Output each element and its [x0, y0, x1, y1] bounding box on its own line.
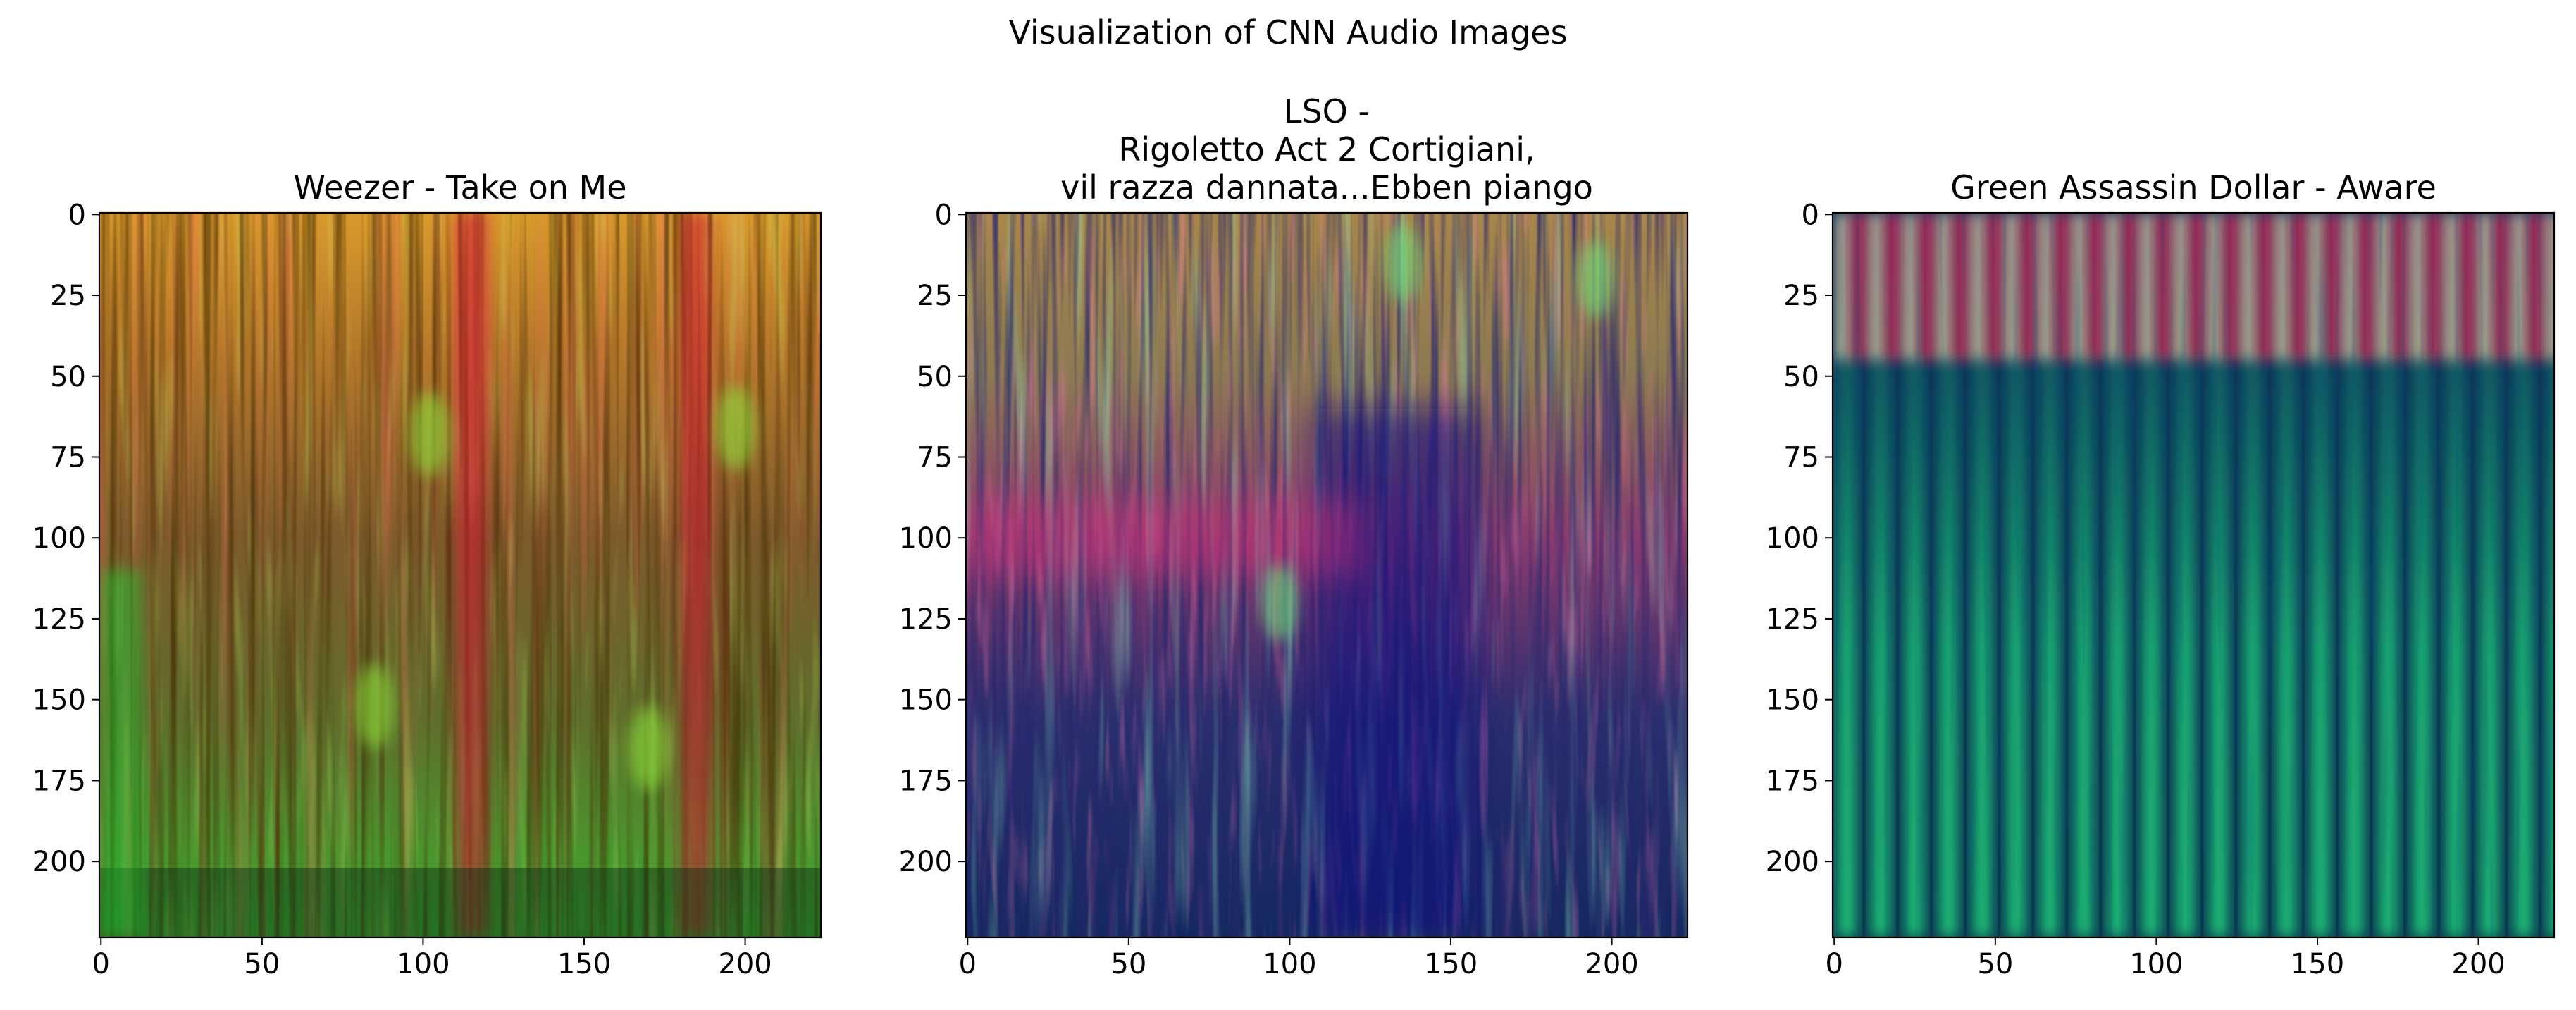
heatmap-image [99, 213, 821, 937]
subplot-title: Weezer - Take on Me [293, 168, 626, 207]
green-blob [1385, 224, 1420, 302]
x-tick-label: 200 [1585, 948, 1638, 980]
y-tick-label: 100 [1766, 522, 1819, 555]
figure-suptitle: Visualization of CNN Audio Images [1008, 13, 1567, 51]
x-tick-label: 100 [396, 948, 450, 980]
y-tick-label: 100 [899, 522, 953, 555]
x-tick-label: 0 [959, 948, 977, 980]
x-tick-label: 150 [557, 948, 611, 980]
subplot-weezer: Weezer - Take on Me 0 50 100 150 200 0 25 50 75 1… [32, 168, 822, 980]
y-tick-label: 0 [1802, 199, 1819, 231]
green-blob [1578, 240, 1613, 319]
y-tick-label: 100 [32, 522, 86, 555]
x-tick-label: 100 [1263, 948, 1316, 980]
x-tick-label: 50 [1110, 948, 1146, 980]
y-tick-label: 75 [50, 441, 86, 474]
y-tick-label: 125 [32, 603, 86, 636]
subplot-title: LSO -Rigoletto Act 2 Cortigiani, vil razz… [1060, 92, 1593, 207]
dark-blue-region [1315, 408, 1477, 937]
heatmap-image [1833, 213, 2576, 937]
y-tick-label: 175 [1766, 765, 1819, 797]
axes-frame [98, 211, 822, 939]
y-tick-label: 50 [1783, 361, 1819, 393]
heatmap-image [966, 213, 1688, 937]
subplot-green-assassin-dollar: Green Assassin Dollar - Aware 0 50 100 150 2… [1766, 168, 2576, 980]
y-tick-label: 200 [899, 846, 953, 878]
top-stripe-red [2563, 213, 2576, 360]
x-tick-label: 100 [2129, 948, 2183, 980]
x-tick-label: 200 [2451, 948, 2505, 980]
axes-frame [1831, 211, 2556, 939]
y-tick-label: 25 [1783, 280, 1819, 312]
left-green-edge [99, 570, 142, 937]
y-tick-label: 0 [935, 199, 953, 231]
pink-band [966, 499, 1363, 577]
green-blob [1263, 564, 1297, 642]
y-tick-label: 200 [32, 846, 86, 878]
dark-band [99, 868, 821, 937]
green-blob [628, 706, 669, 791]
x-tick-label: 0 [92, 948, 110, 980]
heatmap-texture-dark [1833, 213, 2554, 937]
subplot-title: Green Assassin Dollar - Aware [1950, 168, 2436, 207]
x-tick-label: 50 [244, 948, 280, 980]
y-tick-label: 0 [68, 199, 86, 231]
axes-frame [965, 211, 1689, 939]
green-blob [715, 386, 755, 471]
y-tick-label: 175 [899, 765, 953, 797]
x-tick-label: 50 [1977, 948, 2013, 980]
y-tick-label: 75 [917, 441, 953, 474]
y-tick-label: 125 [899, 603, 953, 636]
subplot-lso-rigoletto: LSO -Rigoletto Act 2 Cortigiani, vil razz… [899, 92, 1689, 980]
green-blob [354, 663, 395, 749]
y-tick-label: 150 [899, 684, 953, 717]
red-band [456, 213, 487, 937]
x-tick-label: 0 [1826, 948, 1843, 980]
y-tick-label: 175 [32, 765, 86, 797]
y-tick-label: 125 [1766, 603, 1819, 636]
y-tick-label: 50 [917, 361, 953, 393]
x-tick-label: 150 [2291, 948, 2344, 980]
green-blob [409, 392, 450, 477]
y-tick-label: 25 [50, 280, 86, 312]
x-tick-label: 150 [1424, 948, 1478, 980]
y-tick-label: 150 [1766, 684, 1819, 717]
y-tick-label: 50 [50, 361, 86, 393]
y-tick-label: 200 [1766, 846, 1819, 878]
x-tick-label: 200 [718, 948, 772, 980]
y-tick-label: 25 [917, 280, 953, 312]
y-tick-label: 75 [1783, 441, 1819, 474]
y-tick-label: 150 [32, 684, 86, 717]
red-band [681, 213, 712, 937]
